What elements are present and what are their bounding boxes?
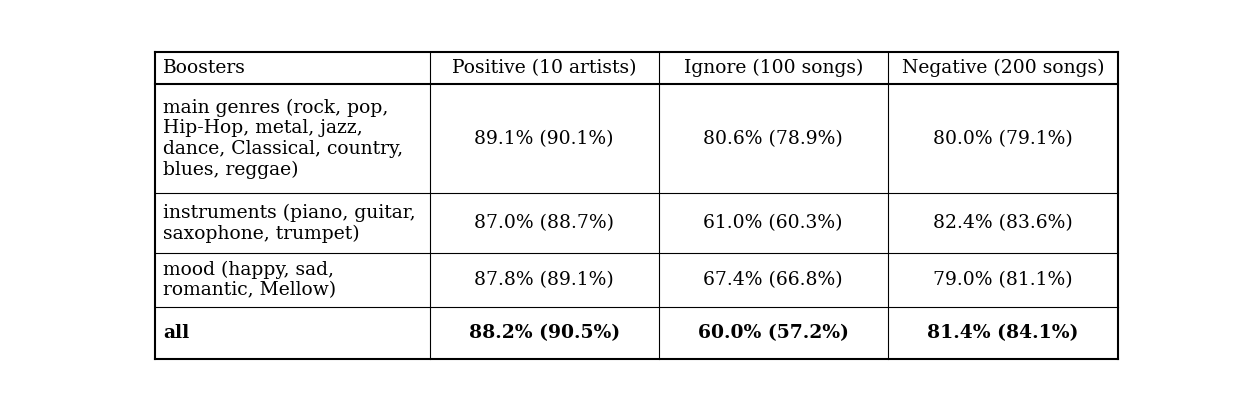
Text: Positive (10 artists): Positive (10 artists) <box>452 59 636 77</box>
Text: 82.4% (83.6%): 82.4% (83.6%) <box>933 214 1073 232</box>
Text: Boosters: Boosters <box>163 59 246 77</box>
Text: Negative (200 songs): Negative (200 songs) <box>902 59 1104 77</box>
Text: main genres (rock, pop,
Hip-Hop, metal, jazz,
dance, Classical, country,
blues, : main genres (rock, pop, Hip-Hop, metal, … <box>163 98 404 179</box>
Text: 80.6% (78.9%): 80.6% (78.9%) <box>703 130 843 148</box>
Text: 89.1% (90.1%): 89.1% (90.1%) <box>474 130 614 148</box>
Text: 81.4% (84.1%): 81.4% (84.1%) <box>927 324 1078 342</box>
Text: 88.2% (90.5%): 88.2% (90.5%) <box>468 324 620 342</box>
Text: 67.4% (66.8%): 67.4% (66.8%) <box>703 271 843 289</box>
Text: 87.0% (88.7%): 87.0% (88.7%) <box>474 214 614 232</box>
Text: 79.0% (81.1%): 79.0% (81.1%) <box>933 271 1073 289</box>
Text: 80.0% (79.1%): 80.0% (79.1%) <box>933 130 1073 148</box>
Text: all: all <box>163 324 189 342</box>
Text: 60.0% (57.2%): 60.0% (57.2%) <box>698 324 848 342</box>
Text: 87.8% (89.1%): 87.8% (89.1%) <box>474 271 614 289</box>
Text: instruments (piano, guitar,
saxophone, trumpet): instruments (piano, guitar, saxophone, t… <box>163 204 416 243</box>
Text: Ignore (100 songs): Ignore (100 songs) <box>683 59 863 77</box>
Text: 61.0% (60.3%): 61.0% (60.3%) <box>703 214 843 232</box>
Text: mood (happy, sad,
romantic, Mellow): mood (happy, sad, romantic, Mellow) <box>163 260 337 300</box>
